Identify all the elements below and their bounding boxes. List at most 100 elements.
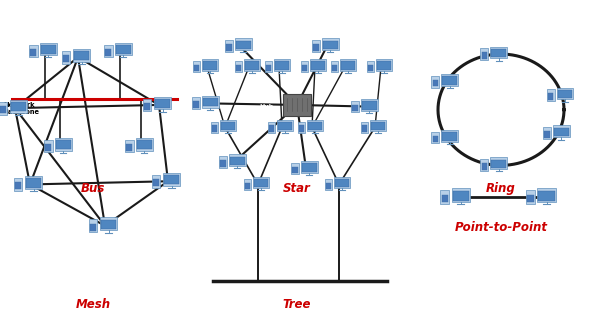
- Bar: [302, 65, 307, 71]
- Bar: [442, 132, 457, 141]
- Bar: [482, 52, 487, 59]
- Text: Point-to-Point: Point-to-Point: [455, 221, 548, 233]
- Bar: [278, 122, 292, 130]
- Bar: [538, 191, 555, 201]
- Bar: [63, 55, 69, 62]
- Bar: [203, 61, 217, 70]
- Bar: [236, 40, 251, 49]
- Bar: [376, 59, 392, 71]
- Bar: [322, 38, 338, 50]
- Bar: [323, 40, 338, 49]
- Bar: [29, 45, 37, 57]
- Bar: [490, 46, 507, 59]
- Bar: [211, 121, 218, 133]
- Bar: [136, 138, 153, 151]
- Bar: [548, 93, 553, 100]
- Text: Bus: Bus: [81, 183, 105, 195]
- Bar: [225, 40, 233, 52]
- Bar: [490, 157, 507, 169]
- Bar: [219, 156, 227, 168]
- Text: Star: Star: [283, 183, 311, 195]
- Bar: [244, 59, 260, 71]
- Bar: [299, 125, 304, 132]
- Bar: [90, 224, 96, 231]
- Bar: [73, 49, 91, 62]
- Bar: [558, 90, 572, 98]
- Bar: [442, 195, 448, 202]
- Bar: [325, 179, 332, 190]
- Bar: [0, 106, 6, 113]
- Text: Network
Backbone: Network Backbone: [3, 102, 39, 114]
- Bar: [116, 45, 131, 54]
- Bar: [440, 190, 449, 204]
- Bar: [312, 40, 320, 52]
- Bar: [302, 163, 317, 171]
- Bar: [125, 140, 133, 152]
- Bar: [291, 162, 299, 175]
- Bar: [266, 65, 271, 71]
- Bar: [361, 99, 377, 111]
- Bar: [192, 97, 200, 109]
- Bar: [202, 96, 218, 107]
- Bar: [44, 140, 53, 152]
- Bar: [245, 183, 250, 189]
- Bar: [481, 48, 488, 60]
- Bar: [352, 105, 358, 111]
- Bar: [143, 99, 151, 111]
- Bar: [362, 101, 377, 109]
- Bar: [452, 191, 469, 201]
- Bar: [14, 178, 22, 191]
- Bar: [100, 218, 118, 230]
- Bar: [362, 125, 367, 132]
- Bar: [298, 121, 305, 133]
- Bar: [203, 98, 218, 106]
- Bar: [326, 183, 331, 189]
- Bar: [452, 189, 470, 202]
- Bar: [163, 173, 181, 186]
- Bar: [277, 120, 293, 131]
- Bar: [46, 144, 51, 151]
- Bar: [235, 38, 251, 50]
- Bar: [212, 125, 217, 132]
- Bar: [235, 61, 242, 73]
- Bar: [275, 61, 289, 70]
- Bar: [226, 44, 232, 51]
- Bar: [543, 127, 551, 139]
- Bar: [106, 49, 111, 56]
- Bar: [127, 144, 132, 151]
- Bar: [244, 179, 251, 190]
- Bar: [368, 65, 373, 71]
- Bar: [433, 135, 438, 142]
- Bar: [245, 61, 259, 70]
- Bar: [526, 190, 535, 204]
- Bar: [292, 167, 298, 173]
- Bar: [220, 120, 236, 131]
- Bar: [283, 94, 311, 116]
- Bar: [340, 59, 356, 71]
- Bar: [341, 61, 355, 70]
- Bar: [268, 121, 275, 133]
- Bar: [229, 155, 245, 166]
- Bar: [371, 122, 385, 130]
- Bar: [481, 159, 488, 171]
- Bar: [253, 177, 269, 189]
- Bar: [15, 182, 21, 189]
- Bar: [101, 220, 116, 229]
- Bar: [104, 45, 113, 57]
- Bar: [10, 100, 28, 113]
- Bar: [152, 175, 160, 188]
- Bar: [361, 121, 368, 133]
- Bar: [538, 189, 556, 202]
- Bar: [274, 59, 290, 71]
- Bar: [335, 179, 349, 187]
- Bar: [265, 61, 272, 73]
- Bar: [310, 59, 326, 71]
- Bar: [431, 132, 439, 143]
- Bar: [370, 120, 386, 131]
- Bar: [301, 161, 317, 173]
- Bar: [553, 126, 569, 137]
- Bar: [442, 74, 458, 86]
- Bar: [544, 131, 550, 138]
- Bar: [377, 61, 391, 70]
- Bar: [254, 179, 268, 187]
